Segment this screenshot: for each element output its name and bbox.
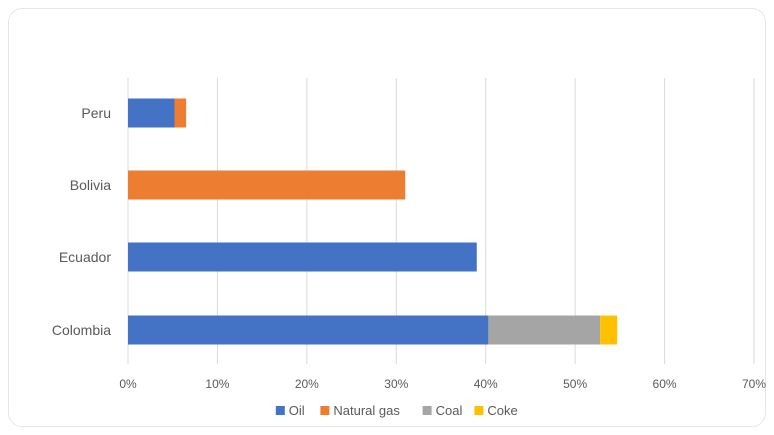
category-labels: Peru Bolivia Ecuador Colombia xyxy=(52,105,111,338)
legend-item-coke: Coke xyxy=(474,403,518,418)
x-tick-label: 0% xyxy=(119,377,137,391)
x-tick-label: 50% xyxy=(563,377,587,391)
x-tick-label: 30% xyxy=(384,377,408,391)
legend-label: Natural gas xyxy=(333,403,400,418)
legend-label: Coke xyxy=(487,403,517,418)
legend-swatch xyxy=(320,406,330,415)
legend-label: Coal xyxy=(436,403,463,418)
category-label: Peru xyxy=(81,105,111,121)
x-tick-label: 20% xyxy=(295,377,319,391)
legend-swatch xyxy=(275,406,285,415)
category-label: Ecuador xyxy=(59,249,111,265)
bar-peru-oil xyxy=(128,98,175,128)
x-tick-label: 10% xyxy=(205,377,229,391)
legend-swatch xyxy=(422,406,432,415)
legend-item-oil: Oil xyxy=(275,403,305,418)
legend-item-coal: Coal xyxy=(422,403,463,418)
bar-colombia-coal xyxy=(488,315,601,345)
chart-frame xyxy=(8,8,766,427)
x-tick-label: 60% xyxy=(653,377,677,391)
x-tick-labels: 0% 10% 20% 30% 40% 50% 60% 70% xyxy=(119,377,766,391)
bars xyxy=(128,98,618,345)
legend: Oil Natural gas Coal Coke xyxy=(275,403,518,418)
bar-colombia-coke xyxy=(600,315,618,345)
x-tick-label: 40% xyxy=(474,377,498,391)
legend-swatch xyxy=(474,406,484,415)
legend-label: Oil xyxy=(289,403,305,418)
category-label: Colombia xyxy=(52,322,111,338)
bar-peru-natural-gas xyxy=(174,98,187,128)
bar-colombia-oil xyxy=(128,315,489,345)
bar-ecuador-oil xyxy=(128,242,477,272)
bar-bolivia-natural-gas xyxy=(128,170,406,200)
x-tick-label: 70% xyxy=(742,377,766,391)
legend-item-natural-gas: Natural gas xyxy=(320,403,400,418)
category-label: Bolivia xyxy=(70,177,111,193)
